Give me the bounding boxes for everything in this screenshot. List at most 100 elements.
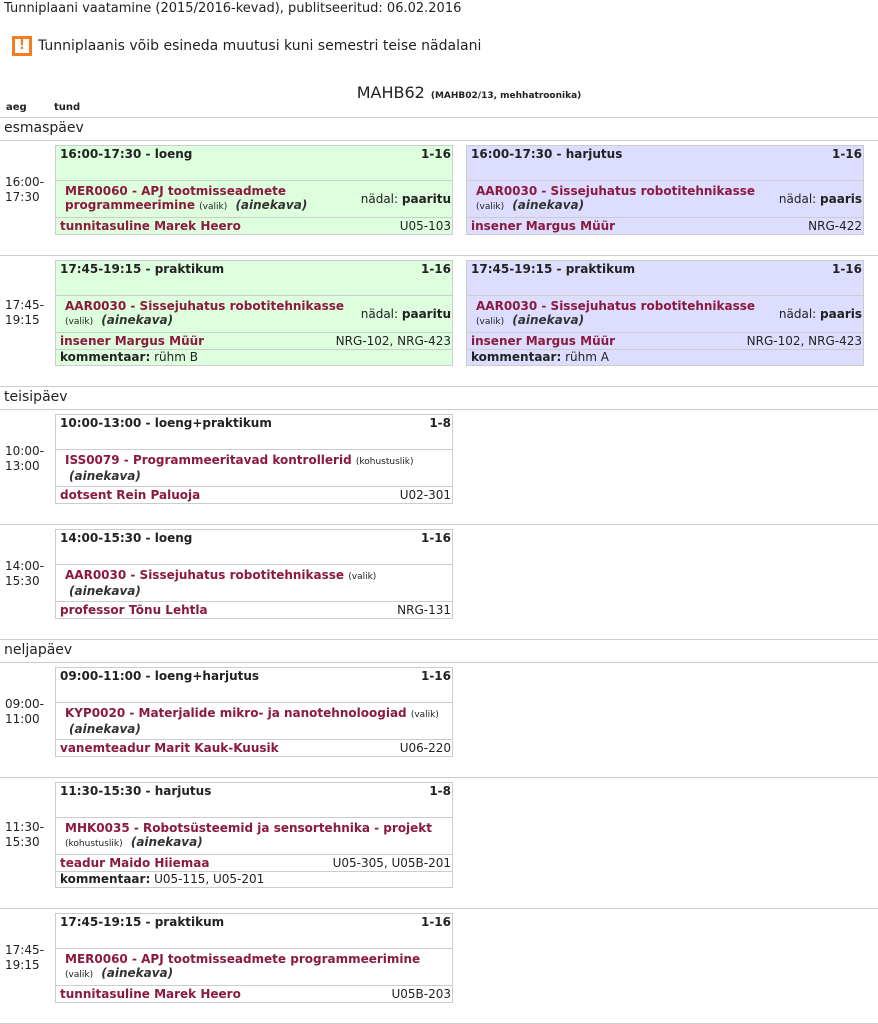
teacher-link[interactable]: tunnitasuline Marek Heero xyxy=(60,219,241,233)
rooms: NRG-131 xyxy=(397,603,451,617)
rooms: U05-103 xyxy=(399,219,451,233)
course-link[interactable]: MER0060 - APJ tootmisseadmete programmee… xyxy=(65,184,287,212)
syllabus-link[interactable]: (ainekava) xyxy=(101,966,174,980)
lesson-card: 10:00-13:00 - loeng+praktikum 1-8 ISS0079… xyxy=(55,414,453,504)
teacher-link[interactable]: vanemteadur Marit Kauk-Kuusik xyxy=(60,741,279,755)
syllabus-link[interactable]: (ainekava) xyxy=(512,313,585,327)
course-link[interactable]: ISS0079 - Programmeeritavad kontrollerid xyxy=(65,453,352,467)
time-slot: 17:45- 19:15 17:45-19:15 - praktikum 1-16 … xyxy=(0,256,878,387)
week-value: paaritu xyxy=(401,192,451,206)
time-slot: 17:45- 19:15 17:45-19:15 - praktikum 1-16 … xyxy=(0,909,878,1024)
warning-banner: ! Tunniplaanis võib esineda muutusi kuni… xyxy=(12,36,878,56)
lesson-time-type: 17:45-19:15 - praktikum xyxy=(60,915,225,929)
course-type: (valik) xyxy=(65,317,94,327)
teacher-link[interactable]: professor Tõnu Lehtla xyxy=(60,603,208,617)
lesson-time-type: 16:00-17:30 - loeng xyxy=(60,147,193,161)
rooms: U02-301 xyxy=(399,488,451,502)
time-slot: 11:30- 15:30 11:30-15:30 - harjutus 1-8 MH… xyxy=(0,778,878,909)
slot-time: 11:30- 15:30 xyxy=(5,820,44,849)
week-value: paaritu xyxy=(401,307,451,321)
week-label: nädal: xyxy=(360,307,399,321)
teacher-link[interactable]: insener Margus Müür xyxy=(60,334,205,348)
lesson-weeks: 1-16 xyxy=(420,915,451,929)
slot-time: 17:45- 19:15 xyxy=(5,943,44,972)
slot-time: 10:00- 13:00 xyxy=(5,444,44,473)
syllabus-link[interactable]: (ainekava) xyxy=(235,198,308,212)
comment-label: kommentaar: xyxy=(471,350,562,364)
lesson-time-type: 16:00-17:30 - harjutus xyxy=(471,147,623,161)
comment: rühm B xyxy=(154,350,198,364)
lesson-card: 09:00-11:00 - loeng+harjutus 1-16 KYP0020… xyxy=(55,667,453,757)
rooms: NRG-422 xyxy=(808,219,862,233)
comment: rühm A xyxy=(565,350,609,364)
comment-label: kommentaar: xyxy=(60,872,151,886)
course-type: (valik) xyxy=(476,202,505,212)
exclamation-icon: ! xyxy=(12,36,32,56)
time-slot: 09:00- 11:00 09:00-11:00 - loeng+harjutus… xyxy=(0,663,878,778)
teacher-link[interactable]: insener Margus Müür xyxy=(471,334,616,348)
slot-time: 09:00- 11:00 xyxy=(5,697,44,726)
syllabus-link[interactable]: (ainekava) xyxy=(69,722,141,736)
lesson-card: 17:45-19:15 - praktikum 1-16 MER0060 - AP… xyxy=(55,913,453,1003)
week-label: nädal: xyxy=(778,192,817,206)
course-link[interactable]: AAR0030 - Sissejuhatus robotitehnikasse xyxy=(65,568,345,582)
week-value: paaris xyxy=(820,307,862,321)
course-link[interactable]: MHK0035 - Robotsüsteemid ja sensortehnik… xyxy=(65,821,433,835)
lesson-time-type: 14:00-15:30 - loeng xyxy=(60,531,193,545)
week-value: paaris xyxy=(820,192,862,206)
slot-time: 14:00- 15:30 xyxy=(5,559,44,588)
lesson-time-type: 10:00-13:00 - loeng+praktikum xyxy=(60,416,272,430)
group-detail: (MAHB02/13, mehhatroonika) xyxy=(430,91,582,101)
syllabus-link[interactable]: (ainekava) xyxy=(69,469,141,483)
lesson-card: 17:45-19:15 - praktikum 1-16 AAR0030 - Si… xyxy=(55,260,453,366)
rooms: NRG-102, NRG-423 xyxy=(335,334,451,348)
lesson-card: 17:45-19:15 - praktikum 1-16 AAR0030 - Si… xyxy=(466,260,864,366)
time-slot: 16:00- 17:30 16:00-17:30 - loeng 1-16 MER0… xyxy=(0,141,878,256)
lesson-time-type: 17:45-19:15 - praktikum xyxy=(471,262,636,276)
lesson-weeks: 1-16 xyxy=(420,147,451,161)
syllabus-link[interactable]: (ainekava) xyxy=(512,198,585,212)
syllabus-link[interactable]: (ainekava) xyxy=(69,584,141,598)
teacher-link[interactable]: insener Margus Müür xyxy=(471,219,616,233)
lesson-card: 11:30-15:30 - harjutus 1-8 MHK0035 - Robo… xyxy=(55,782,453,888)
teacher-link[interactable]: dotsent Rein Paluoja xyxy=(60,488,201,502)
group-heading: MAHB62 (MAHB02/13, mehhatroonika) xyxy=(0,83,878,102)
syllabus-link[interactable]: (ainekava) xyxy=(130,835,203,849)
teacher-link[interactable]: tunnitasuline Marek Heero xyxy=(60,987,241,1001)
col-lesson: tund xyxy=(54,102,81,113)
time-slot: 10:00- 13:00 10:00-13:00 - loeng+praktiku… xyxy=(0,410,878,525)
lesson-weeks: 1-16 xyxy=(831,262,862,276)
lesson-weeks: 1-16 xyxy=(420,669,451,683)
week-label: nädal: xyxy=(360,192,399,206)
rooms: U05B-203 xyxy=(391,987,451,1001)
course-type: (valik) xyxy=(476,317,505,327)
lesson-weeks: 1-8 xyxy=(429,784,451,798)
day-header: esmaspäev xyxy=(0,118,878,141)
rooms: NRG-102, NRG-423 xyxy=(746,334,862,348)
comment-label: kommentaar: xyxy=(60,350,151,364)
schedule: esmaspäev 16:00- 17:30 16:00-17:30 - loeng… xyxy=(0,118,878,1024)
group-code: MAHB62 xyxy=(356,83,425,102)
comment: U05-115, U05-201 xyxy=(154,872,265,886)
warning-text: Tunniplaanis võib esineda muutusi kuni s… xyxy=(38,38,482,54)
course-link[interactable]: AAR0030 - Sissejuhatus robotitehnikasse xyxy=(476,184,756,198)
course-link[interactable]: KYP0020 - Materjalide mikro- ja nanotehn… xyxy=(65,706,407,720)
course-link[interactable]: AAR0030 - Sissejuhatus robotitehnikasse xyxy=(65,299,345,313)
lesson-card: 14:00-15:30 - loeng 1-16 AAR0030 - Sissej… xyxy=(55,529,453,619)
lesson-weeks: 1-8 xyxy=(429,416,451,430)
course-type: (kohustuslik) xyxy=(355,457,414,467)
day-header: neljapäev xyxy=(0,640,878,663)
col-time: aeg xyxy=(6,102,27,113)
syllabus-link[interactable]: (ainekava) xyxy=(101,313,174,327)
course-link[interactable]: AAR0030 - Sissejuhatus robotitehnikasse xyxy=(476,299,756,313)
rooms: U05-305, U05B-201 xyxy=(332,856,451,870)
time-slot: 14:00- 15:30 14:00-15:30 - loeng 1-16 AAR0… xyxy=(0,525,878,640)
lesson-weeks: 1-16 xyxy=(420,262,451,276)
course-type: (valik) xyxy=(65,970,94,980)
lesson-weeks: 1-16 xyxy=(831,147,862,161)
course-type: (valik) xyxy=(348,572,377,582)
teacher-link[interactable]: teadur Maido Hiiemaa xyxy=(60,856,210,870)
column-header: aeg tund xyxy=(0,100,878,118)
lesson-card: 16:00-17:30 - loeng 1-16 MER0060 - APJ to… xyxy=(55,145,453,235)
course-link[interactable]: MER0060 - APJ tootmisseadmete programmee… xyxy=(65,952,421,966)
